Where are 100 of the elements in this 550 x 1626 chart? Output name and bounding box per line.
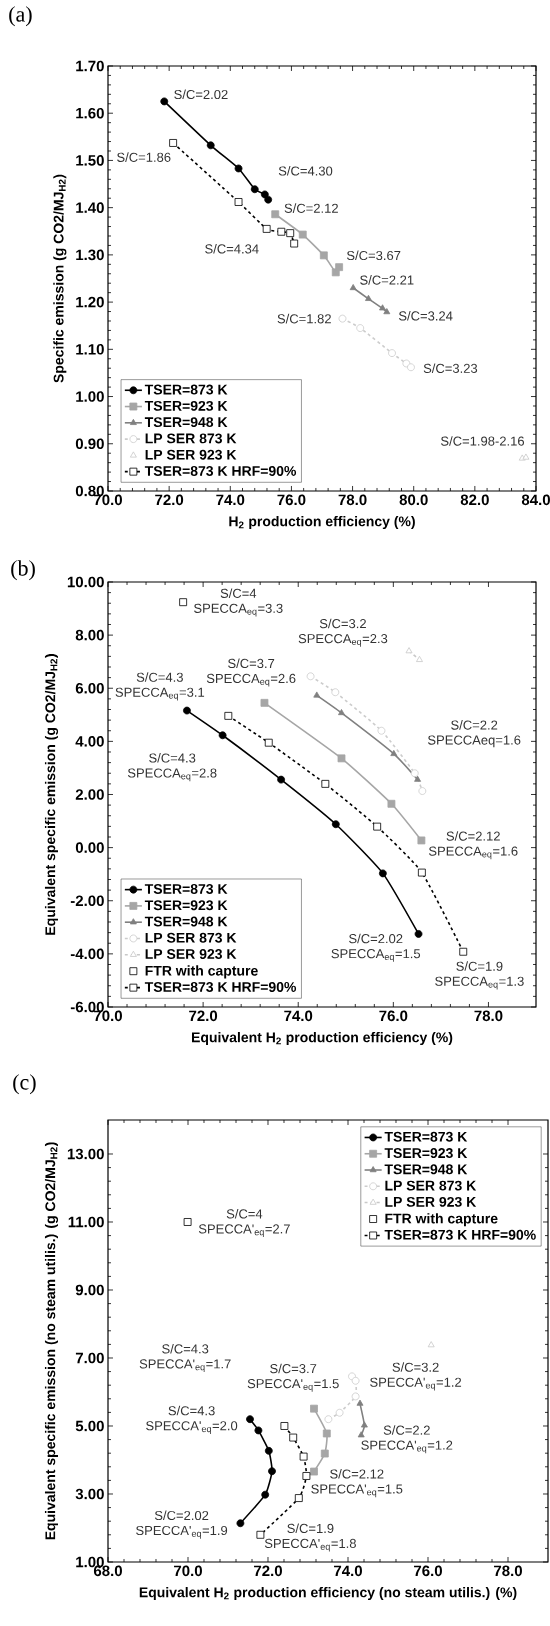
legend-label: FTR with capture	[385, 1213, 498, 1227]
x-tick-label: 78.0	[338, 494, 367, 506]
y-tick-label: 9.00	[75, 1284, 104, 1296]
point	[260, 698, 269, 707]
legend-label: LP SER 923 K	[145, 449, 237, 460]
y-axis-title: Equivalent specific emission (g CO2/MJ$_{H2}$)	[44, 654, 59, 935]
point	[179, 598, 188, 607]
point	[387, 799, 396, 808]
point	[417, 836, 426, 845]
point	[289, 1433, 298, 1442]
point	[331, 820, 340, 829]
legend-label: TSER=948 K	[384, 1164, 468, 1175]
point	[286, 229, 295, 238]
point	[306, 672, 315, 681]
y-tick-label: 4.00	[75, 736, 104, 747]
point	[390, 749, 398, 756]
point	[280, 1422, 289, 1430]
point	[236, 1519, 245, 1528]
legend-label: LP SER 873 K	[385, 1180, 477, 1191]
point	[522, 453, 530, 460]
annotation: S/C=1.9 SPECCA'$_{eq}$=1.8	[264, 1523, 356, 1552]
annotation: S/C=2.02 SPECCA$_{eq}$=1.5	[331, 933, 421, 962]
y-tick-label: 1.70	[76, 60, 104, 72]
x-axis-title: H$_{2}$ production efficiency (%)	[229, 516, 415, 530]
y-tick-label: 1.20	[76, 296, 104, 308]
legend-label: TSER=873 K	[384, 1131, 468, 1142]
annotation: S/C=2.2 SPECCAeq=1.6	[427, 720, 521, 748]
point	[183, 706, 191, 715]
x-tick-label: 74.0	[334, 1565, 362, 1577]
point	[378, 869, 387, 878]
point	[338, 314, 347, 323]
annotation: S/C=2.12 SPECCA'$_{eq}$=1.5	[311, 1469, 403, 1498]
chart-title: (b)	[11, 560, 35, 581]
y-tick-label: 1.60	[76, 107, 104, 119]
point	[418, 787, 427, 795]
x-tick-label: 72.0	[155, 494, 184, 506]
point	[277, 227, 286, 236]
annotation: S/C=2.12	[284, 203, 338, 213]
legend-label: TSER=873 K HRF=90%	[144, 466, 297, 476]
point	[331, 688, 340, 697]
annotation: S/C=4 SPECCA$_{eq}$=3.3	[194, 588, 283, 617]
annotation: S/C=3.2 SPECCA'$_{eq}$=1.2	[370, 1362, 462, 1391]
point	[183, 1218, 192, 1226]
y-tick-label: -4.00	[70, 948, 104, 960]
annotation: S/C=3.2 SPECCA$_{eq}$=2.3	[298, 618, 388, 647]
legend-label: TSER=923 K	[144, 900, 228, 911]
point	[294, 1494, 303, 1502]
point	[271, 210, 280, 219]
x-tick-label: 78.0	[474, 1010, 503, 1022]
point	[337, 754, 346, 763]
point	[313, 691, 321, 698]
point	[254, 1426, 263, 1435]
legend-label: TSER=948 K	[144, 417, 228, 428]
point	[250, 185, 259, 194]
point	[351, 1376, 360, 1385]
annotation: S/C=3.67	[346, 250, 401, 261]
legend-label: TSER=948 K	[144, 916, 228, 927]
y-tick-label: 13.00	[67, 1148, 104, 1160]
x-axis-title: Equivalent H$_{2}$ production efficiency (%)	[192, 1032, 453, 1046]
point	[262, 225, 271, 233]
x-tick-label: 72.0	[254, 1565, 282, 1577]
annotation: S/C=2.02	[174, 89, 228, 100]
point	[260, 190, 269, 199]
point	[256, 1530, 265, 1539]
legend-label: LP SER 873 K	[145, 932, 237, 943]
point	[319, 251, 328, 260]
annotation: S/C=3.7 SPECCA'$_{eq}$=1.5	[247, 1363, 339, 1392]
point	[261, 1490, 270, 1499]
annotation: S/C=2.21	[360, 275, 414, 285]
point	[277, 775, 285, 784]
y-tick-label: 1.30	[76, 249, 104, 261]
point	[264, 738, 273, 747]
annotation: S/C=4.3 SPECCA'$_{eq}$=2.0	[146, 1405, 238, 1434]
point	[335, 263, 344, 272]
chart-title: (c)	[13, 1074, 36, 1095]
annotation: S/C=3.24	[398, 311, 453, 321]
point	[407, 363, 415, 372]
x-tick-label: 76.0	[379, 1010, 408, 1022]
point	[417, 868, 426, 877]
point	[310, 1404, 318, 1413]
x-tick-label: 76.0	[414, 1565, 442, 1577]
x-tick-label: 84.0	[521, 494, 550, 506]
chart-title: (a)	[9, 6, 32, 27]
y-tick-label: 0.00	[75, 842, 104, 853]
point	[234, 198, 243, 206]
legend-label: LP SER 873 K	[145, 433, 237, 444]
annotation: S/C=4 SPECCA'$_{eq}$=2.7	[198, 1208, 290, 1238]
point	[356, 324, 365, 332]
annotation: S/C=3.7 SPECCA$_{eq}$=2.6	[206, 658, 296, 687]
x-tick-label: 74.0	[216, 494, 245, 506]
point	[268, 1467, 276, 1476]
point	[365, 294, 372, 301]
y-tick-label: -2.00	[70, 895, 104, 907]
y-axis-title: Equivalent specific emission (no steam utilis.) (g CO2/MJ$_{H2}$)	[44, 1142, 59, 1540]
point	[160, 97, 169, 106]
annotation: S/C=4.3 SPECCA$_{eq}$=3.1	[115, 672, 205, 701]
point	[351, 1392, 360, 1401]
x-tick-label: 82.0	[460, 494, 489, 506]
y-tick-label: 1.10	[76, 344, 104, 355]
point	[377, 726, 386, 735]
